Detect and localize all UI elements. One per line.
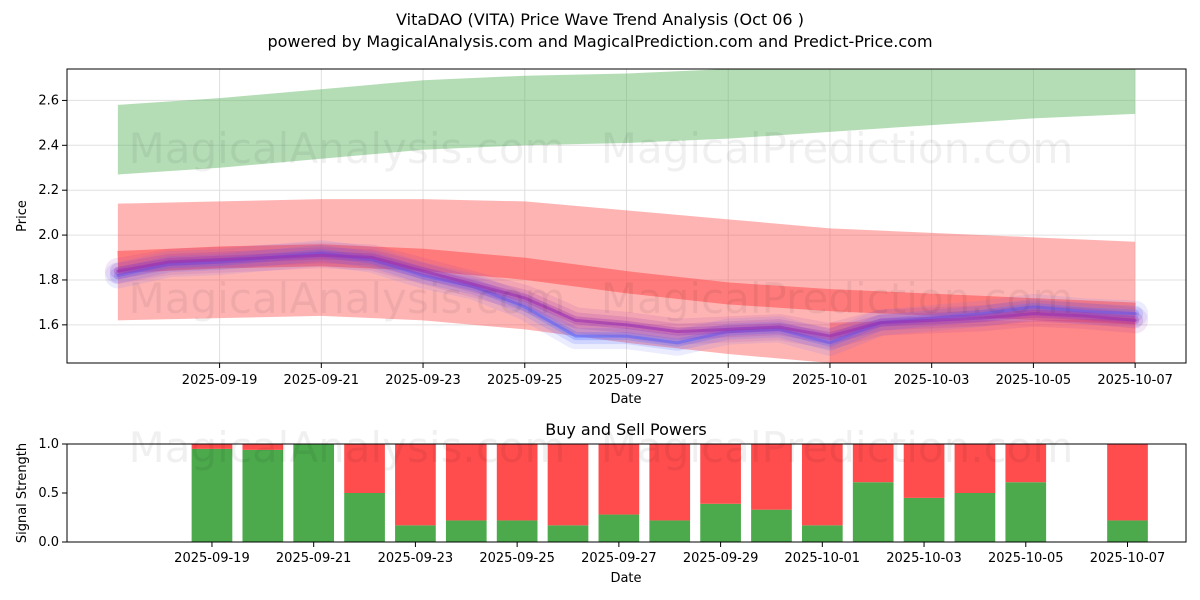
power-x-tick-label-7: 2025-10-03 — [886, 551, 962, 566]
buy-bar-9 — [649, 520, 691, 542]
buy-bar-17 — [1107, 520, 1148, 542]
watermark-prediction-mid: MagicalPrediction.com — [601, 274, 1074, 323]
price-y-tick-label-5: 2.6 — [38, 93, 59, 108]
power-x-tick-label-9: 2025-10-07 — [1090, 551, 1166, 566]
power-y-tick-label-2: 1.0 — [38, 437, 59, 452]
watermark-prediction-top: MagicalPrediction.com — [601, 124, 1074, 173]
price-x-tick-label-7: 2025-10-03 — [894, 373, 970, 388]
price-y-tick-label-2: 2.0 — [38, 228, 59, 243]
sell-bar-10 — [700, 444, 741, 504]
power-y-tick-label-1: 0.5 — [38, 486, 59, 501]
buy-bar-10 — [700, 503, 741, 542]
sell-bar-1 — [242, 444, 284, 450]
price-x-ticks: 2025-09-19 2025-09-21 2025-09-23 2025-09-25… — [182, 363, 1173, 388]
chart-subtitle: powered by MagicalAnalysis.com and Magic… — [267, 32, 932, 51]
power-x-tick-label-4: 2025-09-27 — [581, 551, 657, 566]
buy-bar-5 — [445, 520, 487, 542]
sell-bar-3 — [344, 444, 385, 493]
buy-bar-16 — [1005, 482, 1047, 542]
sell-bar-15 — [954, 444, 996, 493]
power-x-tick-label-8: 2025-10-05 — [988, 551, 1064, 566]
price-y-ticks: 1.6 1.8 2.0 2.2 2.4 2.6 — [38, 93, 67, 333]
power-x-axis-label: Date — [610, 571, 641, 586]
power-x-tick-label-5: 2025-09-29 — [683, 551, 759, 566]
buy-bar-2 — [293, 444, 335, 542]
buy-bar-11 — [751, 509, 792, 542]
sell-bar-11 — [751, 444, 792, 510]
watermark-analysis-mid: MagicalAnalysis.com — [129, 274, 566, 323]
power-y-tick-label-0: 0.0 — [38, 535, 59, 550]
price-x-tick-label-3: 2025-09-25 — [487, 373, 563, 388]
sell-bar-0 — [191, 444, 233, 449]
buy-bar-4 — [395, 525, 436, 542]
power-chart-title: Buy and Sell Powers — [545, 420, 707, 439]
price-x-tick-label-0: 2025-09-19 — [182, 373, 258, 388]
power-bars — [191, 444, 1148, 542]
price-lines — [104, 240, 1149, 356]
power-x-tick-label-2: 2025-09-23 — [378, 551, 454, 566]
price-x-tick-label-5: 2025-09-29 — [690, 373, 766, 388]
price-y-tick-label-3: 2.2 — [38, 183, 59, 198]
power-y-ticks: 0.0 0.5 1.0 — [38, 437, 67, 550]
power-watermarks: MagicalAnalysis.com MagicalPrediction.co… — [129, 423, 1074, 472]
watermark-analysis-top: MagicalAnalysis.com — [129, 124, 566, 173]
power-x-tick-label-0: 2025-09-19 — [174, 551, 250, 566]
sell-bar-13 — [852, 444, 894, 483]
price-x-tick-label-9: 2025-10-07 — [1097, 373, 1173, 388]
buy-bar-1 — [242, 449, 284, 542]
price-y-tick-label-4: 2.4 — [38, 138, 59, 153]
sell-bar-9 — [649, 444, 691, 521]
sell-bar-5 — [445, 444, 487, 521]
price-y-axis-label: Price — [15, 200, 30, 232]
price-plot: MagicalAnalysis.com MagicalPrediction.co… — [15, 68, 1187, 407]
price-x-tick-label-6: 2025-10-01 — [792, 373, 868, 388]
sell-bar-6 — [496, 444, 538, 521]
price-x-tick-label-2: 2025-09-23 — [385, 373, 461, 388]
sell-bar-16 — [1005, 444, 1047, 483]
price-y-tick-label-1: 1.8 — [38, 273, 59, 288]
price-grid — [67, 69, 1186, 363]
price-band-2 — [829, 318, 1136, 363]
price-watermarks: MagicalAnalysis.com MagicalPrediction.co… — [129, 124, 1074, 323]
price-x-tick-label-4: 2025-09-27 — [589, 373, 665, 388]
buy-bar-7 — [547, 525, 589, 542]
buy-bar-13 — [852, 482, 894, 542]
price-x-axis-label: Date — [610, 392, 641, 407]
buy-bar-15 — [954, 493, 996, 542]
sell-bar-7 — [547, 444, 589, 526]
buy-bar-3 — [344, 493, 385, 542]
sell-bar-14 — [903, 444, 945, 498]
buy-bar-6 — [496, 520, 538, 542]
price-x-tick-label-8: 2025-10-05 — [996, 373, 1072, 388]
power-plot: Buy and Sell Powers MagicalAnalysis.com … — [15, 420, 1187, 586]
price-y-tick-label-0: 1.6 — [38, 318, 59, 333]
buy-bar-14 — [903, 497, 945, 542]
power-x-tick-label-1: 2025-09-21 — [276, 551, 352, 566]
watermark-analysis-bottom: MagicalAnalysis.com — [129, 423, 566, 472]
chart-title: VitaDAO (VITA) Price Wave Trend Analysis… — [396, 10, 804, 29]
buy-bar-0 — [191, 448, 233, 542]
power-x-tick-label-3: 2025-09-25 — [479, 551, 555, 566]
power-x-ticks: 2025-09-19 2025-09-21 2025-09-23 2025-09-25… — [174, 542, 1165, 566]
sell-bar-4 — [395, 444, 436, 526]
buy-bar-8 — [598, 514, 640, 542]
watermark-prediction-bottom: MagicalPrediction.com — [601, 423, 1074, 472]
sell-bar-17 — [1107, 444, 1148, 521]
power-y-axis-label: Signal Strength — [15, 443, 30, 543]
sell-bar-8 — [598, 444, 640, 515]
power-x-tick-label-6: 2025-10-01 — [785, 551, 861, 566]
price-x-tick-label-1: 2025-09-21 — [284, 373, 360, 388]
sell-bar-12 — [801, 444, 843, 526]
price-line-2-layer-3 — [116, 253, 1137, 338]
buy-bar-12 — [801, 525, 843, 542]
price-band-0 — [117, 69, 1136, 175]
